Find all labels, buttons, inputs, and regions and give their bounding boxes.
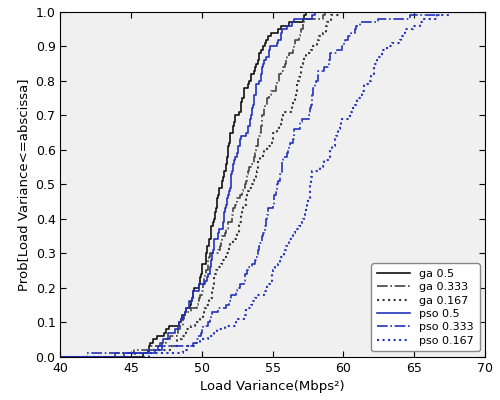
ga 0.333 (260, 110, 266, 114)
ga 0.167 (210, 278, 216, 283)
pso 0.5 (190, 289, 196, 294)
ga 0.333 (482, 10, 488, 14)
ga 0.333 (322, 10, 328, 14)
ga 0.333 (199, 289, 205, 294)
ga 0.5 (190, 289, 196, 294)
ga 0.5 (197, 278, 203, 283)
ga 0.167 (294, 82, 300, 87)
ga 0.333 (272, 82, 278, 87)
pso 0.167 (482, 10, 488, 14)
pso 0.333 (271, 196, 277, 200)
ga 0.5 (256, 54, 262, 59)
pso 0.333 (58, 354, 64, 359)
Line: ga 0.167: ga 0.167 (60, 12, 485, 357)
pso 0.5 (224, 196, 230, 200)
ga 0.333 (201, 278, 207, 283)
ga 0.5 (236, 110, 242, 114)
ga 0.5 (58, 354, 64, 359)
pso 0.333 (241, 278, 247, 283)
pso 0.167 (58, 354, 64, 359)
pso 0.167 (267, 278, 273, 283)
pso 0.333 (306, 110, 312, 114)
pso 0.167 (446, 10, 452, 14)
ga 0.333 (58, 354, 64, 359)
ga 0.167 (301, 54, 307, 59)
ga 0.167 (280, 110, 286, 114)
Line: pso 0.333: pso 0.333 (60, 12, 485, 357)
pso 0.333 (436, 10, 442, 14)
pso 0.167 (347, 110, 353, 114)
ga 0.5 (245, 82, 251, 87)
ga 0.333 (234, 196, 240, 200)
pso 0.333 (233, 289, 239, 294)
pso 0.333 (327, 54, 333, 59)
pso 0.167 (261, 289, 267, 294)
ga 0.167 (336, 10, 342, 14)
Line: ga 0.333: ga 0.333 (60, 12, 485, 357)
Line: ga 0.5: ga 0.5 (60, 12, 485, 357)
ga 0.5 (482, 10, 488, 14)
pso 0.333 (482, 10, 488, 14)
Legend: ga 0.5, ga 0.333, ga 0.167, pso 0.5, pso 0.333, pso 0.167: ga 0.5, ga 0.333, ga 0.167, pso 0.5, pso… (372, 263, 480, 351)
ga 0.5 (214, 196, 220, 200)
pso 0.5 (202, 278, 208, 283)
Line: pso 0.167: pso 0.167 (60, 12, 485, 357)
pso 0.167 (305, 196, 311, 200)
ga 0.5 (303, 10, 309, 14)
ga 0.167 (58, 354, 64, 359)
ga 0.167 (482, 10, 488, 14)
ga 0.167 (244, 196, 250, 200)
Y-axis label: Prob[Load Variance<=abscissa]: Prob[Load Variance<=abscissa] (17, 78, 30, 290)
pso 0.5 (312, 10, 318, 14)
X-axis label: Load Variance(Mbps²): Load Variance(Mbps²) (200, 380, 345, 393)
ga 0.167 (209, 289, 215, 294)
pso 0.5 (482, 10, 488, 14)
pso 0.5 (58, 354, 64, 359)
pso 0.167 (375, 54, 381, 59)
Line: pso 0.5: pso 0.5 (60, 12, 485, 357)
pso 0.5 (263, 54, 269, 59)
ga 0.333 (284, 54, 290, 59)
pso 0.5 (249, 110, 255, 114)
pso 0.167 (361, 82, 367, 87)
pso 0.333 (312, 82, 318, 87)
pso 0.5 (254, 82, 260, 87)
